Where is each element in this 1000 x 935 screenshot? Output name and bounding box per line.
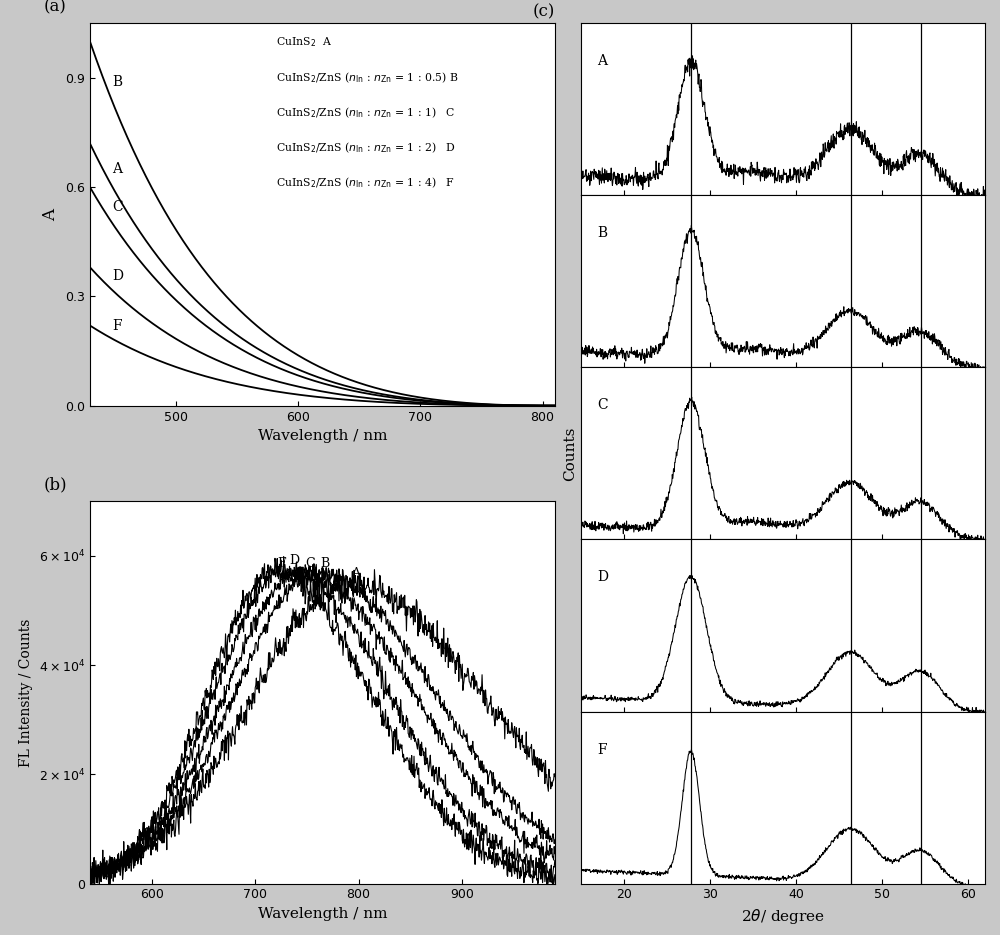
Text: CuInS$_2$/ZnS ($n_{\rm In}$ : $n_{\rm Zn}$ = 1 : 1)   C: CuInS$_2$/ZnS ($n_{\rm In}$ : $n_{\rm Zn… (276, 106, 455, 120)
Text: C: C (112, 200, 123, 214)
Text: CuInS$_2$  A: CuInS$_2$ A (276, 35, 332, 49)
Y-axis label: A: A (43, 209, 60, 221)
Text: D: D (289, 554, 299, 567)
Text: (a): (a) (44, 0, 66, 16)
Text: C: C (305, 556, 314, 569)
Text: F: F (112, 319, 122, 333)
Y-axis label: FL Intensity / Counts: FL Intensity / Counts (19, 618, 33, 767)
Y-axis label: Counts: Counts (563, 426, 577, 481)
Text: (b): (b) (44, 477, 67, 494)
Text: CuInS$_2$/ZnS ($n_{\rm In}$ : $n_{\rm Zn}$ = 1 : 4)   F: CuInS$_2$/ZnS ($n_{\rm In}$ : $n_{\rm Zn… (276, 176, 455, 190)
X-axis label: 2$\theta$/ degree: 2$\theta$/ degree (741, 907, 825, 926)
Text: A: A (112, 163, 122, 177)
Text: CuInS$_2$/ZnS ($n_{\rm In}$ : $n_{\rm Zn}$ = 1 : 0.5) B: CuInS$_2$/ZnS ($n_{\rm In}$ : $n_{\rm Zn… (276, 70, 458, 84)
Text: CuInS$_2$/ZnS ($n_{\rm In}$ : $n_{\rm Zn}$ = 1 : 2)   D: CuInS$_2$/ZnS ($n_{\rm In}$ : $n_{\rm Zn… (276, 140, 456, 155)
Text: F: F (277, 556, 286, 569)
Text: F: F (597, 742, 607, 756)
X-axis label: Wavelength / nm: Wavelength / nm (258, 907, 387, 921)
Text: D: D (112, 269, 123, 283)
Text: B: B (112, 75, 122, 89)
Text: A: A (597, 54, 607, 68)
Text: B: B (320, 556, 330, 569)
Text: (c): (c) (532, 3, 555, 20)
Text: D: D (597, 570, 608, 584)
Text: A: A (351, 568, 360, 581)
X-axis label: Wavelength / nm: Wavelength / nm (258, 429, 387, 443)
Text: B: B (597, 226, 607, 240)
Text: C: C (597, 398, 608, 412)
